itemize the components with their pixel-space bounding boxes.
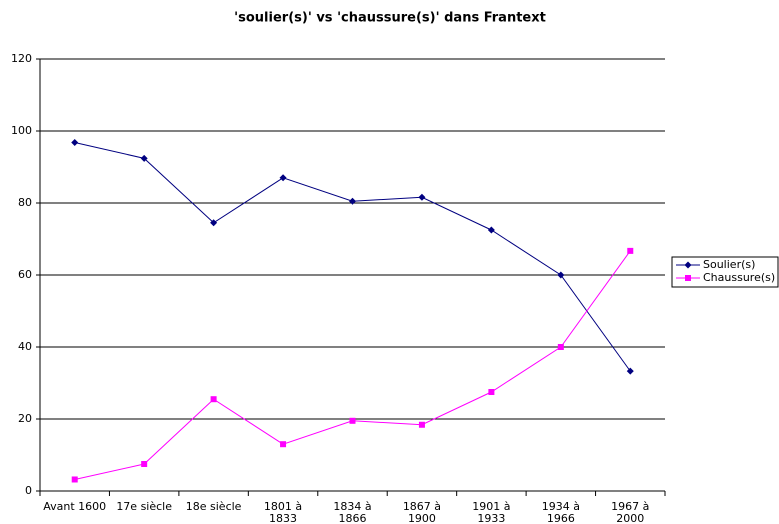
x-tick-label: 18e siècle bbox=[185, 500, 242, 513]
marker bbox=[626, 367, 634, 375]
y-tick-label: 40 bbox=[18, 340, 32, 353]
x-tick-label: 1901 à 1933 bbox=[472, 500, 511, 524]
series-line bbox=[74, 250, 631, 480]
series-line bbox=[74, 142, 631, 372]
y-tick-label: 60 bbox=[18, 268, 32, 281]
marker bbox=[418, 193, 426, 201]
x-tick-label: 17e siècle bbox=[116, 500, 172, 513]
marker bbox=[349, 197, 356, 205]
chart-title: 'soulier(s)' vs 'chaussure(s)' dans Fran… bbox=[234, 11, 546, 26]
x-tick-label: 1967 à 2000 bbox=[611, 500, 650, 524]
marker bbox=[418, 421, 425, 428]
legend-label: Chaussure(s) bbox=[703, 271, 775, 284]
x-tick-label: Avant 1600 bbox=[43, 500, 107, 513]
x-tick-label: 1801 à 1833 bbox=[263, 500, 303, 524]
y-tick-label: 100 bbox=[11, 124, 32, 137]
legend-box bbox=[671, 256, 779, 288]
y-tick-label: 0 bbox=[25, 484, 32, 497]
y-tick-label: 120 bbox=[11, 52, 32, 65]
x-tick-label: 1934 à 1966 bbox=[541, 500, 580, 524]
x-tick-label: 1867 à 1900 bbox=[402, 500, 442, 524]
marker bbox=[349, 417, 356, 424]
marker bbox=[71, 476, 78, 483]
marker bbox=[279, 174, 287, 182]
marker bbox=[487, 226, 495, 234]
marker bbox=[557, 344, 564, 350]
x-tick-label: 1834 à 1866 bbox=[333, 500, 372, 524]
marker bbox=[685, 275, 691, 281]
marker bbox=[684, 261, 692, 269]
marker bbox=[71, 139, 79, 147]
legend-label: Soulier(s) bbox=[703, 258, 755, 271]
y-tick-label: 80 bbox=[18, 196, 32, 209]
marker bbox=[141, 461, 148, 467]
marker bbox=[140, 154, 148, 162]
marker bbox=[627, 247, 634, 254]
marker bbox=[557, 271, 565, 279]
marker bbox=[210, 396, 217, 403]
marker bbox=[280, 441, 287, 448]
y-tick-label: 20 bbox=[18, 412, 32, 425]
marker bbox=[488, 389, 495, 395]
marker bbox=[210, 219, 218, 227]
